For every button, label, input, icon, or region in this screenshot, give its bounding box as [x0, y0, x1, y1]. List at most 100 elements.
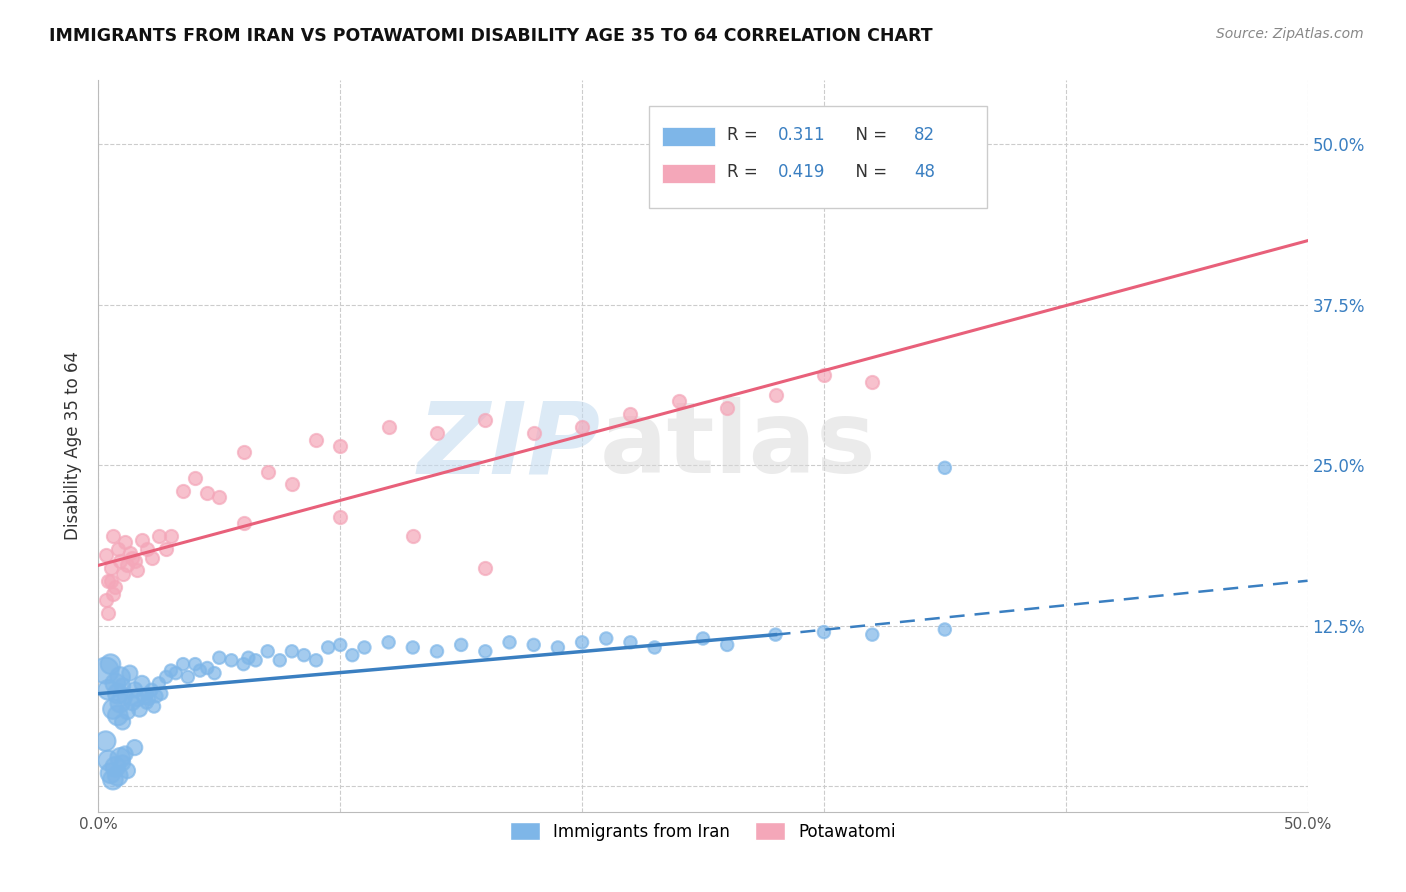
Point: [143, 699, 166, 714]
Point: [571, 635, 593, 649]
Point: [135, 687, 157, 701]
Point: [124, 740, 146, 755]
Point: [107, 769, 129, 783]
Point: [124, 554, 146, 568]
Point: [860, 375, 883, 389]
Point: [118, 666, 141, 681]
Point: [97, 606, 120, 620]
Point: [316, 640, 339, 655]
Point: [269, 653, 291, 667]
Text: R =: R =: [727, 162, 762, 181]
Point: [94, 664, 117, 678]
Text: 0.419: 0.419: [778, 162, 825, 181]
Point: [353, 640, 375, 655]
Point: [644, 640, 666, 655]
Point: [305, 433, 328, 447]
Point: [474, 413, 496, 427]
Point: [117, 764, 139, 778]
Point: [108, 554, 131, 568]
Point: [148, 676, 170, 690]
Point: [342, 648, 364, 662]
FancyBboxPatch shape: [662, 164, 714, 183]
Point: [150, 687, 173, 701]
Point: [221, 653, 243, 667]
Point: [131, 533, 153, 547]
Point: [523, 426, 546, 441]
Point: [97, 753, 120, 767]
Point: [716, 401, 738, 415]
Point: [232, 516, 254, 530]
Point: [135, 541, 157, 556]
Point: [134, 690, 156, 704]
Point: [100, 574, 122, 588]
Point: [329, 638, 352, 652]
Text: IMMIGRANTS FROM IRAN VS POTAWATOMI DISABILITY AGE 35 TO 64 CORRELATION CHART: IMMIGRANTS FROM IRAN VS POTAWATOMI DISAB…: [49, 27, 932, 45]
Point: [104, 760, 127, 774]
Text: N =: N =: [845, 126, 893, 145]
Point: [127, 564, 149, 578]
Point: [813, 368, 835, 383]
Point: [292, 648, 315, 662]
Point: [101, 529, 124, 543]
Point: [155, 541, 177, 556]
Point: [145, 690, 167, 704]
Point: [188, 664, 211, 678]
Point: [305, 653, 328, 667]
Point: [111, 679, 134, 693]
Point: [860, 627, 883, 641]
Point: [195, 486, 218, 500]
Point: [813, 625, 835, 640]
Point: [165, 666, 187, 681]
FancyBboxPatch shape: [648, 106, 987, 209]
Point: [100, 657, 122, 672]
Point: [114, 747, 136, 761]
Point: [204, 666, 226, 681]
Point: [94, 593, 117, 607]
Point: [619, 407, 641, 421]
Point: [100, 561, 122, 575]
Point: [195, 661, 218, 675]
Point: [108, 696, 131, 710]
Point: [138, 691, 160, 706]
Point: [117, 558, 139, 573]
Point: [716, 638, 738, 652]
Text: 0.311: 0.311: [778, 126, 825, 145]
Point: [426, 426, 449, 441]
Point: [238, 650, 260, 665]
Point: [117, 705, 139, 719]
Point: [934, 460, 956, 475]
Point: [148, 529, 170, 543]
Text: Source: ZipAtlas.com: Source: ZipAtlas.com: [1216, 27, 1364, 41]
Legend: Immigrants from Iran, Potawatomi: Immigrants from Iran, Potawatomi: [503, 816, 903, 847]
Point: [108, 751, 131, 765]
Point: [208, 650, 231, 665]
Point: [329, 439, 352, 453]
Point: [107, 687, 129, 701]
Point: [160, 529, 183, 543]
Point: [245, 653, 267, 667]
Point: [97, 574, 120, 588]
Point: [121, 550, 143, 565]
Point: [118, 545, 141, 559]
Point: [281, 644, 304, 658]
Point: [402, 640, 425, 655]
Point: [94, 734, 117, 748]
Point: [104, 580, 127, 594]
Point: [402, 529, 425, 543]
Text: atlas: atlas: [600, 398, 877, 494]
Point: [172, 657, 194, 672]
Point: [619, 635, 641, 649]
Point: [100, 766, 122, 780]
Point: [232, 657, 254, 672]
Point: [107, 708, 129, 723]
Point: [281, 477, 304, 491]
Point: [124, 682, 146, 697]
Point: [141, 550, 163, 565]
Point: [107, 541, 129, 556]
Point: [377, 635, 399, 649]
Point: [474, 644, 496, 658]
Point: [111, 756, 134, 770]
Point: [114, 535, 136, 549]
Point: [177, 670, 200, 684]
Point: [94, 548, 117, 562]
